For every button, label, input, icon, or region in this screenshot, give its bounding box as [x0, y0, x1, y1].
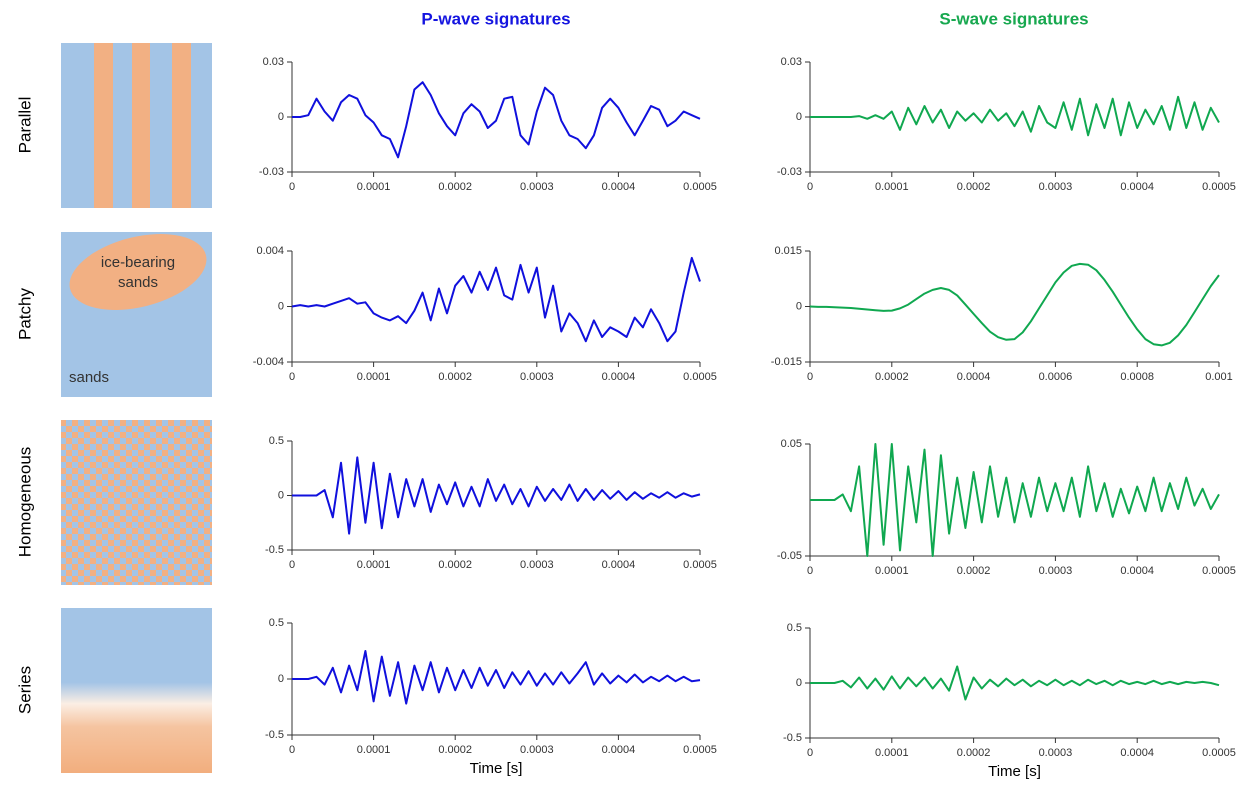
- annotation: sands: [69, 369, 109, 386]
- x-tick-label: 0.0003: [1039, 181, 1073, 193]
- x-tick-label: 0.0002: [957, 747, 991, 759]
- x-tick-label: 0: [807, 181, 813, 193]
- y-tick-label: -0.004: [253, 356, 284, 368]
- x-tick-label: 0.0002: [438, 744, 472, 756]
- x-tick-label: 0.0003: [520, 744, 554, 756]
- x-tick-label: 0: [807, 747, 813, 759]
- x-tick-label: 0: [289, 559, 295, 571]
- x-tick-label: 0.0005: [1202, 565, 1236, 577]
- y-tick-label: 0.015: [774, 245, 802, 257]
- x-tick-label: 0.0001: [357, 371, 391, 383]
- x-tick-label: 0.0003: [1039, 565, 1073, 577]
- y-tick-label: 0.5: [269, 435, 284, 447]
- column-title: S-wave signatures: [939, 9, 1088, 28]
- x-tick-label: 0.0005: [683, 371, 717, 383]
- row-label: Homogeneous: [15, 447, 34, 558]
- x-tick-label: 0.0004: [1120, 747, 1154, 759]
- x-tick-label: 0.0005: [683, 744, 717, 756]
- series-schematic: [61, 608, 212, 773]
- y-tick-label: 0.03: [781, 56, 802, 68]
- annotation: sands: [118, 274, 158, 291]
- x-tick-label: 0.0002: [438, 181, 472, 193]
- y-tick-label: 0.05: [781, 438, 802, 450]
- x-tick-label: 0.0001: [875, 747, 909, 759]
- x-tick-label: 0.0003: [1039, 747, 1073, 759]
- y-tick-label: 0: [796, 111, 802, 123]
- x-tick-label: 0.0003: [520, 181, 554, 193]
- waveform: [809, 262, 1220, 347]
- x-tick-label: 0.0006: [1039, 371, 1073, 383]
- x-tick-label: 0.0005: [683, 181, 717, 193]
- x-tick-label: 0.0004: [1120, 181, 1154, 193]
- y-tick-label: 0.03: [263, 56, 284, 68]
- x-tick-label: 0.0002: [957, 565, 991, 577]
- y-tick-label: -0.03: [259, 166, 284, 178]
- waveform: [810, 95, 1220, 137]
- y-tick-label: 0: [796, 677, 802, 689]
- x-tick-label: 0.0004: [1120, 565, 1154, 577]
- homogeneous-schematic: [61, 420, 212, 585]
- y-tick-label: 0.5: [787, 622, 802, 634]
- x-tick-label: 0.0004: [602, 371, 636, 383]
- x-tick-label: 0: [289, 371, 295, 383]
- waveform: [810, 665, 1220, 701]
- y-tick-label: -0.05: [777, 550, 802, 562]
- x-tick-label: 0.0004: [602, 559, 636, 571]
- y-tick-label: 0: [278, 111, 284, 123]
- waveform: [810, 443, 1220, 557]
- x-tick-label: 0: [289, 744, 295, 756]
- x-tick-label: 0.0002: [438, 371, 472, 383]
- column-title: P-wave signatures: [421, 9, 570, 28]
- x-tick-label: 0.0002: [438, 559, 472, 571]
- x-tick-label: 0.0004: [602, 181, 636, 193]
- x-tick-label: 0.0005: [1202, 747, 1236, 759]
- annotation: ice-bearing: [101, 254, 175, 271]
- x-tick-label: 0.0003: [520, 371, 554, 383]
- y-tick-label: -0.015: [771, 356, 802, 368]
- parallel-schematic: [61, 43, 212, 208]
- waveform: [292, 650, 701, 705]
- x-tick-label: 0.0005: [1202, 181, 1236, 193]
- x-axis-label: Time [s]: [988, 763, 1041, 780]
- x-tick-label: 0: [807, 565, 813, 577]
- y-tick-label: -0.5: [265, 544, 284, 556]
- x-tick-label: 0.001: [1205, 371, 1233, 383]
- y-tick-label: -0.03: [777, 166, 802, 178]
- row-label: Series: [15, 666, 34, 714]
- x-tick-label: 0.0001: [875, 181, 909, 193]
- waveform: [292, 456, 701, 535]
- row-label: Patchy: [15, 288, 34, 340]
- x-tick-label: 0.0001: [357, 559, 391, 571]
- waveform: [292, 81, 701, 159]
- x-tick-label: 0.0004: [602, 744, 636, 756]
- patchy-schematic: ice-bearing sands sands: [61, 232, 212, 397]
- y-tick-label: -0.5: [783, 732, 802, 744]
- y-tick-label: 0: [278, 673, 284, 685]
- x-tick-label: 0.0002: [957, 181, 991, 193]
- y-tick-label: 0: [278, 489, 284, 501]
- y-tick-label: 0: [278, 300, 284, 312]
- x-tick-label: 0: [289, 181, 295, 193]
- x-tick-label: 0.0003: [520, 559, 554, 571]
- x-tick-label: 0.0008: [1120, 371, 1154, 383]
- y-tick-label: 0.004: [256, 245, 284, 257]
- x-tick-label: 0: [807, 371, 813, 383]
- x-axis-label: Time [s]: [470, 760, 523, 777]
- y-tick-label: -0.5: [265, 729, 284, 741]
- y-tick-label: 0: [796, 300, 802, 312]
- x-tick-label: 0.0002: [875, 371, 909, 383]
- y-tick-label: 0.5: [269, 617, 284, 629]
- row-label: Parallel: [15, 97, 34, 154]
- x-tick-label: 0.0001: [357, 181, 391, 193]
- x-tick-label: 0.0001: [357, 744, 391, 756]
- waveform: [291, 256, 701, 343]
- x-tick-label: 0.0004: [957, 371, 991, 383]
- x-tick-label: 0.0005: [683, 559, 717, 571]
- x-tick-label: 0.0001: [875, 565, 909, 577]
